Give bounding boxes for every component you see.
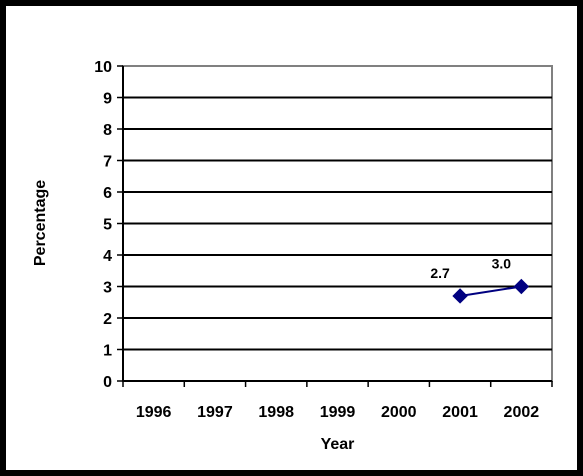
y-tick-label-1: 1 (103, 343, 112, 360)
data-series: 2.7 3.0 (430, 256, 530, 304)
y-tick-label-5: 5 (103, 217, 112, 234)
series-line-0 (459, 285, 522, 297)
y-tick-label-3: 3 (103, 280, 112, 297)
x-tick-label-1998: 1998 (258, 404, 294, 421)
y-tick-label-7: 7 (103, 154, 112, 171)
data-point-2002 (513, 278, 530, 295)
x-tick-label-2000: 2000 (381, 404, 417, 421)
y-axis-title: Percentage (32, 180, 49, 266)
y-axis: 0 1 2 3 4 5 6 7 8 9 10 (94, 59, 124, 391)
y-tick-label-10: 10 (94, 59, 112, 76)
y-tick-label-4: 4 (103, 248, 112, 265)
data-label-2002: 3.0 (492, 256, 512, 272)
gridlines (123, 96, 552, 351)
x-tick-label-2001: 2001 (442, 404, 478, 421)
data-point-2001 (452, 288, 468, 304)
x-axis: 1996 1997 1998 1999 2000 2001 2002 (122, 380, 553, 421)
y-tick-label-2: 2 (103, 311, 112, 328)
x-tick-label-1996: 1996 (136, 404, 172, 421)
y-tick-label-8: 8 (103, 122, 112, 139)
x-axis-title: Year (321, 436, 355, 453)
y-tick-label-9: 9 (103, 91, 112, 108)
x-tick-label-1999: 1999 (320, 404, 356, 421)
data-label-2001: 2.7 (430, 265, 450, 281)
y-tick-label-6: 6 (103, 185, 112, 202)
x-tick-label-1997: 1997 (197, 404, 233, 421)
x-tick-label-2002: 2002 (504, 404, 540, 421)
y-tick-label-0: 0 (103, 374, 112, 391)
